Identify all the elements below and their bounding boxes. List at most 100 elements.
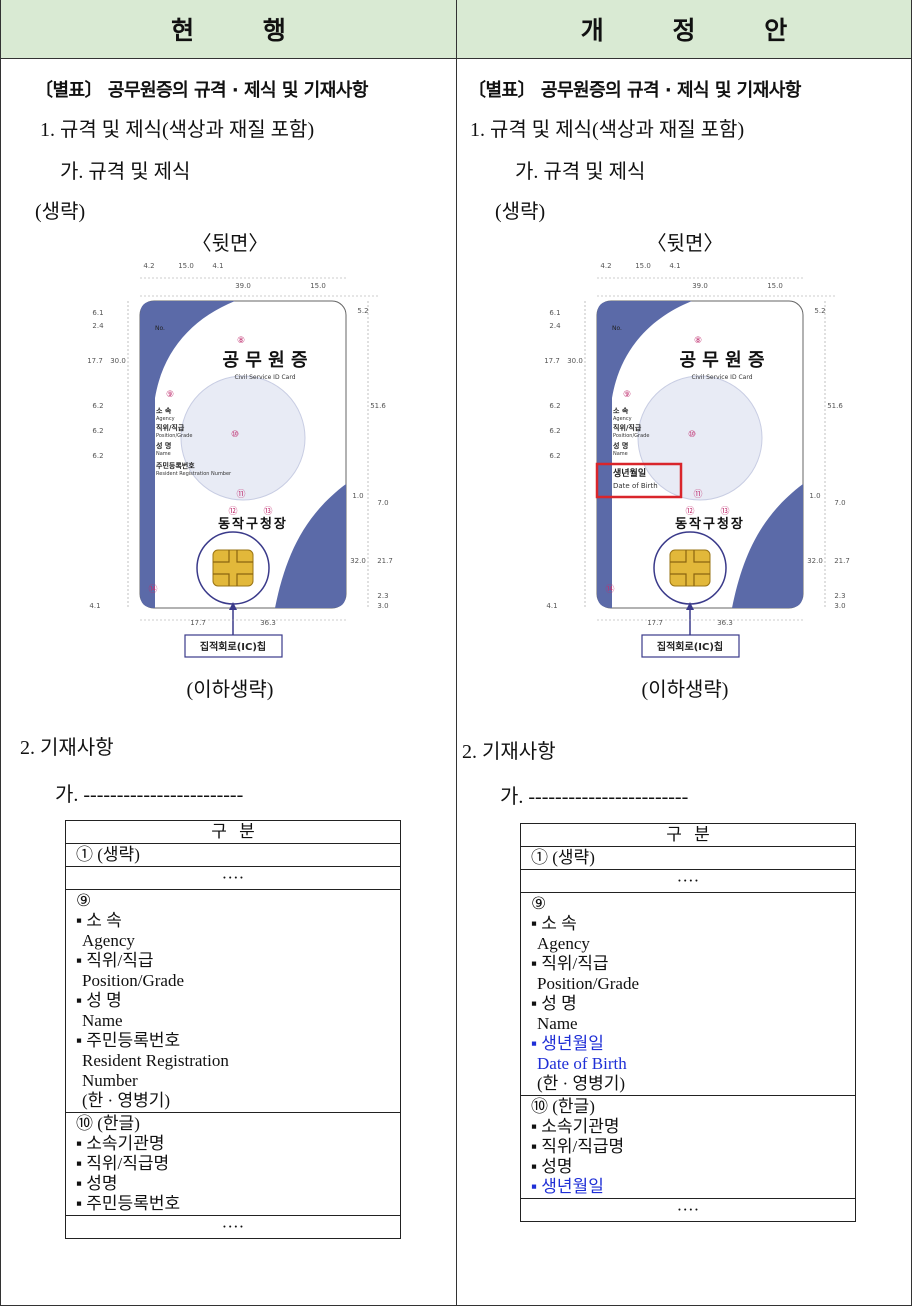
item-2: 2. 기재사항 xyxy=(462,741,556,763)
table-line: Resident Registration xyxy=(82,1051,229,1070)
card-marker: ⑪ xyxy=(236,489,245,500)
card-field-label: 직위/직급 xyxy=(613,423,642,432)
table-line: ▪ 성 명 xyxy=(531,994,577,1013)
card-field-label: 소 속 xyxy=(613,406,629,415)
table-line: ···· xyxy=(221,1217,245,1236)
table-line: ···· xyxy=(221,868,245,887)
card-issuer: 동작구청장 xyxy=(675,516,745,532)
table-line: Name xyxy=(537,1014,578,1033)
chip-label: 집적회로(IC)칩 xyxy=(657,640,723,653)
card-title: 공 무 원 증 xyxy=(222,350,307,371)
dimension-label: 30.0 xyxy=(110,357,126,365)
dimension-label: 17.7 xyxy=(544,357,560,365)
table-header-row: 구 분 xyxy=(65,820,401,844)
card-marker: ⑪ xyxy=(693,489,702,500)
card-marker: ⑨ xyxy=(623,390,631,400)
card-subtitle: Civil Service ID Card xyxy=(691,374,752,381)
table-cell: ⑩ (한글) ▪ 소속기관명 ▪ 직위/직급명 ▪ 성명 ▪ 생년월일 xyxy=(520,1095,856,1199)
chip-label-box xyxy=(184,634,283,658)
table-row: ⑩ (한글) ▪ 소속기관명 ▪ 직위/직급명 ▪ 성명 ▪ 주민등록번호 xyxy=(65,1112,401,1216)
table-line: Position/Grade xyxy=(537,974,639,993)
dimension-label: 3.0 xyxy=(834,602,845,610)
dimension-label: 15.0 xyxy=(310,282,326,290)
dimension-label: 6.2 xyxy=(92,427,103,435)
dimension-lines xyxy=(127,277,378,621)
table-row: ⑨ ▪ 소 속 Agency ▪ 직위/직급 Position/Grade ▪ 성 명 Na… xyxy=(65,889,401,1113)
dimension-label: 4.1 xyxy=(212,262,223,270)
dimension-label: 51.6 xyxy=(370,402,386,410)
dimension-label: 5.2 xyxy=(814,307,825,315)
dimension-label: 1.0 xyxy=(352,492,363,500)
item-1a: 가. 규격 및 제식 xyxy=(60,161,191,183)
table-line: ···· xyxy=(676,871,700,890)
chip-contacts xyxy=(213,550,253,586)
card-no: No. xyxy=(612,325,622,332)
card-swoosh xyxy=(732,484,803,608)
table-cell: ① (생략) xyxy=(65,843,401,867)
table-row: ⑩ (한글) ▪ 소속기관명 ▪ 직위/직급명 ▪ 성명 ▪ 생년월일 xyxy=(520,1095,856,1199)
dimension-label: 39.0 xyxy=(235,282,251,290)
dimension-label: 7.0 xyxy=(377,499,388,507)
table-cell: ···· xyxy=(65,1215,401,1239)
table-line: Date of Birth xyxy=(537,1054,627,1073)
card-no: No. xyxy=(155,325,165,332)
dimension-label: 6.2 xyxy=(92,402,103,410)
dimension-label: 2.4 xyxy=(549,322,561,330)
column-divider xyxy=(456,0,457,1305)
card-watermark xyxy=(180,375,306,501)
table-cell: ⑩ (한글) ▪ 소속기관명 ▪ 직위/직급명 ▪ 성명 ▪ 주민등록번호 xyxy=(65,1112,401,1216)
table-cell: ···· xyxy=(520,869,856,893)
table-line: ▪ 소 속 xyxy=(531,914,577,933)
card-issuer: 동작구청장 xyxy=(218,516,288,532)
card-field-label: 직위/직급 xyxy=(156,423,185,432)
dimension-label: 4.2 xyxy=(143,262,154,270)
dimension-label: 17.7 xyxy=(87,357,103,365)
card-field-sub: Agency xyxy=(156,416,175,422)
card-field-label: 생년월일 xyxy=(613,467,646,479)
dimension-label: 2.3 xyxy=(834,592,845,600)
dimension-label: 30.0 xyxy=(567,357,583,365)
table-row: ···· xyxy=(65,1215,401,1239)
card-swoosh xyxy=(140,301,235,608)
table-line: Name xyxy=(82,1011,123,1030)
table-line: ▪ 직위/직급명 xyxy=(531,1137,625,1156)
omitted-note: (생략) xyxy=(495,201,546,223)
table-cell: ···· xyxy=(65,866,401,890)
card-field-label: 성 명 xyxy=(156,441,171,450)
table-line: ▪ 직위/직급 xyxy=(531,954,609,973)
card-subtitle: Civil Service ID Card xyxy=(234,374,295,381)
dimension-label: 32.0 xyxy=(350,557,366,565)
dimension-label: 4.1 xyxy=(669,262,680,270)
table-line: ▪ 직위/직급 xyxy=(76,951,154,970)
header-left: 현 행 xyxy=(1,0,456,59)
table-line: ▪ 소속기관명 xyxy=(76,1134,165,1153)
table-row: ① (생략) xyxy=(520,846,856,870)
card-field-sub: Position/Grade xyxy=(156,433,192,439)
table-line: ① (생략) xyxy=(76,845,140,864)
chip-arrowhead xyxy=(686,602,694,610)
dimension-label: 39.0 xyxy=(692,282,708,290)
dimension-label: 4.1 xyxy=(546,602,557,610)
item-2a: 가. ------------------------ xyxy=(500,786,689,808)
table-row: ···· xyxy=(65,866,401,890)
table-row: ···· xyxy=(520,1198,856,1222)
card-marker: ⑫ xyxy=(685,506,694,517)
table-line: ▪ 성 명 xyxy=(76,991,122,1010)
table-line: ▪ 소 속 xyxy=(76,911,122,930)
table-line: (한 · 영병기) xyxy=(537,1074,626,1093)
table-line: ▪ 주민등록번호 xyxy=(76,1031,181,1050)
dimension-label: 2.3 xyxy=(377,592,388,600)
card-marker: ⑬ xyxy=(720,506,729,517)
table-line: ···· xyxy=(676,1200,700,1219)
table-row: ① (생략) xyxy=(65,843,401,867)
card-field-sub: Resident Registration Number xyxy=(156,471,232,477)
card-marker: ⑧ xyxy=(694,336,702,346)
table-line: ⑨ xyxy=(531,894,547,913)
table-line: ▪ 생년월일 xyxy=(531,1177,604,1196)
card-field-sub: Name xyxy=(613,451,628,457)
dimension-label: 6.2 xyxy=(549,452,560,460)
card-field-sub: Date of Birth xyxy=(613,482,658,490)
card-marker: ⑧ xyxy=(237,336,245,346)
card-field-label: 주민등록번호 xyxy=(156,461,195,470)
